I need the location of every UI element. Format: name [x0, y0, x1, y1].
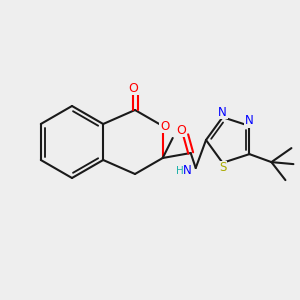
Text: N: N: [183, 164, 192, 178]
Text: S: S: [219, 161, 226, 174]
Text: H: H: [176, 166, 184, 176]
Text: N: N: [245, 114, 254, 128]
Text: O: O: [176, 124, 186, 136]
Text: O: O: [160, 119, 169, 133]
Text: N: N: [218, 106, 227, 119]
Text: O: O: [128, 82, 138, 94]
